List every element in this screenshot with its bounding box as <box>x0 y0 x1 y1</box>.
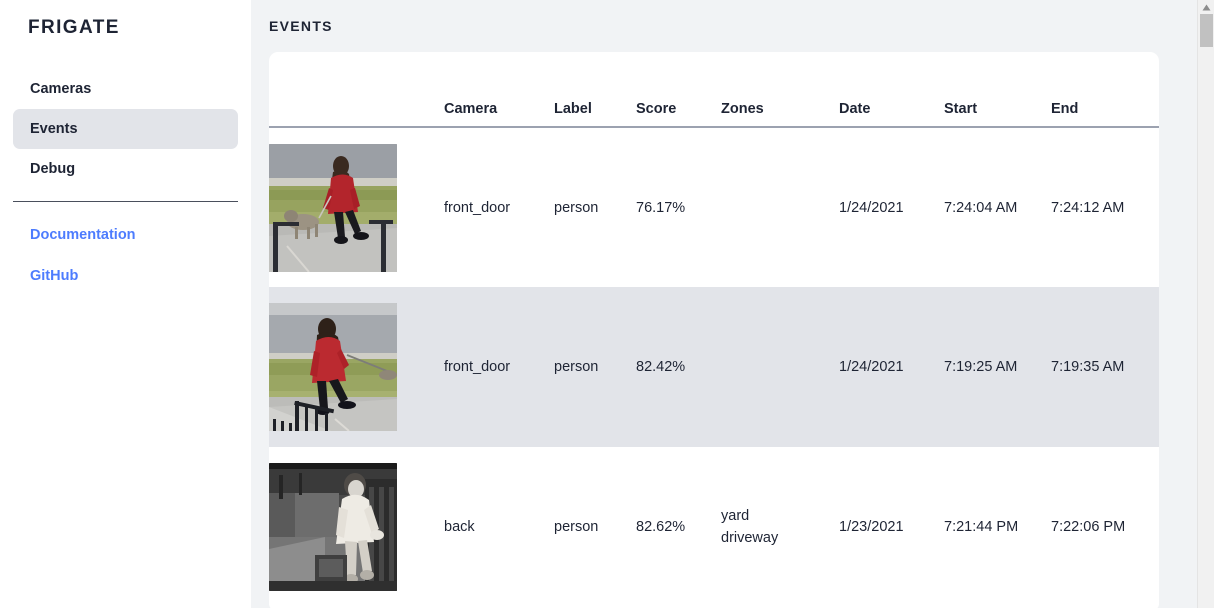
event-zone-item[interactable]: driveway <box>721 530 779 546</box>
event-thumbnail-infrared-night[interactable] <box>269 463 397 591</box>
events-card: Camera Label Score Zones Date Start End <box>269 52 1159 608</box>
event-thumbnail-cell[interactable] <box>269 447 444 607</box>
event-end: 7:22:06 PM <box>1051 519 1126 535</box>
column-header-label: Label <box>554 101 592 117</box>
event-label[interactable]: person <box>554 359 599 375</box>
event-date: 1/23/2021 <box>839 519 904 535</box>
sidebar-link-github[interactable]: GitHub <box>30 267 79 284</box>
event-zones[interactable] <box>721 287 839 447</box>
events-table-body: front_door person 76.17% 1/24/2021 7:24:… <box>269 127 1159 607</box>
event-score: 82.42% <box>636 359 686 375</box>
column-header-start: Start <box>944 101 978 117</box>
event-zones[interactable] <box>721 127 839 287</box>
column-header-date: Date <box>839 101 871 117</box>
event-score: 76.17% <box>636 199 686 216</box>
vertical-scroll-thumb[interactable] <box>1200 14 1213 47</box>
event-zones[interactable]: yard driveway <box>721 447 839 607</box>
event-thumbnail-cell[interactable] <box>269 127 444 287</box>
sidebar-divider <box>13 201 238 203</box>
events-table-header: Camera Label Score Zones Date Start End <box>269 52 1159 127</box>
event-score: 82.62% <box>636 519 686 535</box>
event-start: 7:24:04 AM <box>944 199 1018 216</box>
event-date: 1/24/2021 <box>839 199 904 216</box>
event-end: 7:19:35 AM <box>1051 359 1125 375</box>
events-table: Camera Label Score Zones Date Start End <box>269 52 1159 607</box>
column-header-score: Score <box>636 101 677 117</box>
table-row[interactable]: back person 82.62% yard driveway 1/23/20… <box>269 447 1159 607</box>
triangle-up-icon[interactable] <box>1198 0 1214 14</box>
event-camera[interactable]: front_door <box>444 199 511 216</box>
event-thumbnail-daytime-dog-walker[interactable] <box>269 143 397 272</box>
event-thumbnail-daytime-walker[interactable] <box>269 303 397 431</box>
event-thumbnail-cell[interactable] <box>269 287 444 447</box>
event-camera[interactable]: back <box>444 519 475 535</box>
column-header-end: End <box>1051 101 1079 117</box>
sidebar: FRIGATE Cameras Events Debug Documentati… <box>0 0 251 608</box>
event-label[interactable]: person <box>554 199 599 216</box>
table-row[interactable]: front_door person 82.42% 1/24/2021 7:19:… <box>269 287 1159 447</box>
events-header-row: Camera Label Score Zones Date Start End <box>269 52 1159 127</box>
column-header-camera: Camera <box>444 101 498 117</box>
sidebar-item-cameras[interactable]: Cameras <box>30 81 92 97</box>
table-row[interactable]: front_door person 76.17% 1/24/2021 7:24:… <box>269 127 1159 287</box>
page-title: EVENTS <box>269 18 333 34</box>
brand-title: FRIGATE <box>28 17 120 38</box>
primary-navigation: Cameras Events Debug <box>0 69 251 189</box>
event-label[interactable]: person <box>554 519 599 535</box>
column-header-thumbnail <box>269 52 444 127</box>
secondary-navigation: Documentation GitHub <box>0 215 251 295</box>
event-date: 1/24/2021 <box>839 359 904 375</box>
event-end: 7:24:12 AM <box>1051 199 1125 216</box>
column-header-zones: Zones <box>721 101 764 117</box>
sidebar-item-events[interactable]: Events <box>13 109 238 150</box>
event-camera[interactable]: front_door <box>444 359 511 375</box>
event-start: 7:21:44 PM <box>944 519 1019 535</box>
sidebar-link-documentation[interactable]: Documentation <box>30 227 136 244</box>
sidebar-item-debug[interactable]: Debug <box>30 161 76 178</box>
event-zone-item[interactable]: yard <box>721 507 750 524</box>
event-start: 7:19:25 AM <box>944 359 1018 375</box>
main-content: EVENTS Camera Label Score Zones Date <box>251 0 1214 608</box>
page-scrollbar[interactable] <box>1197 0 1214 608</box>
